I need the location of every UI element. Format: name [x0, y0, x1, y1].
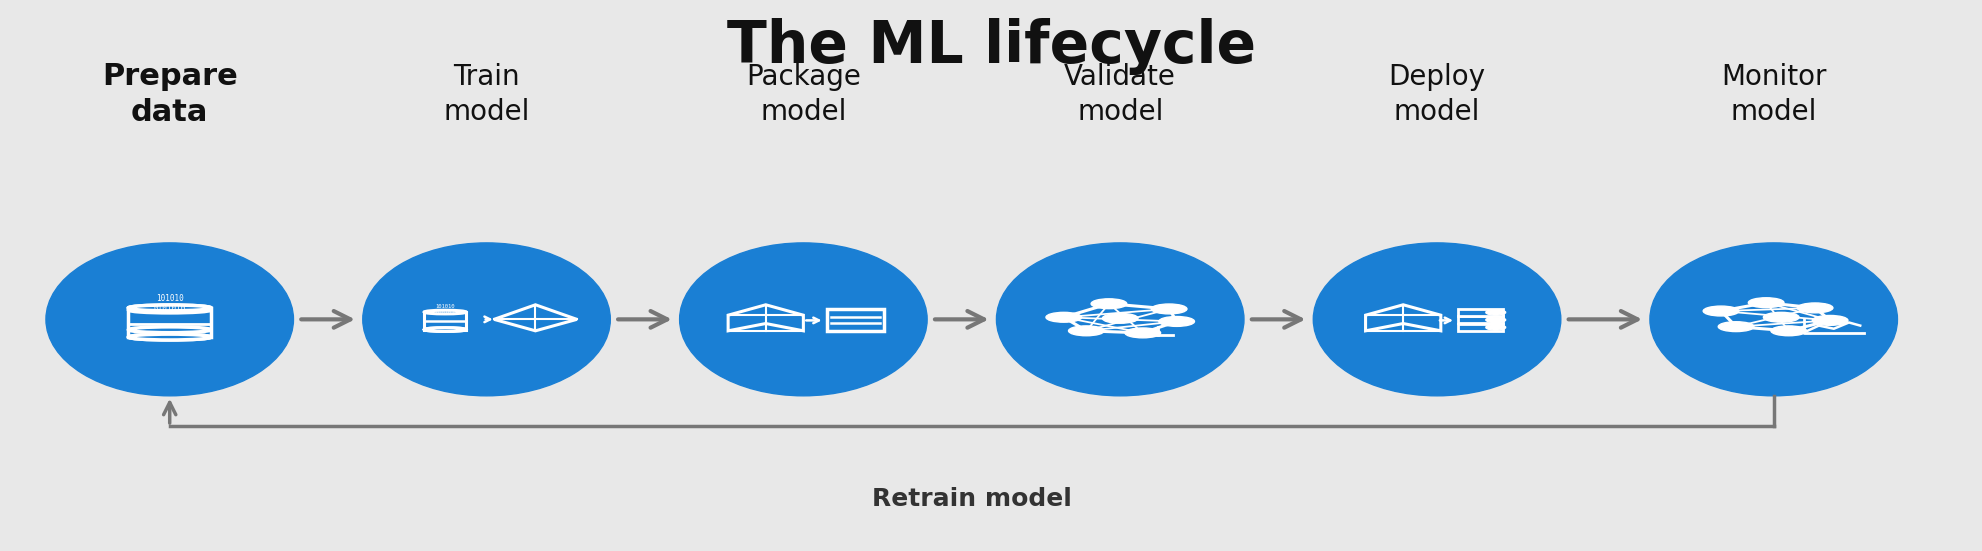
Circle shape	[1716, 322, 1752, 332]
Circle shape	[1703, 306, 1738, 316]
FancyBboxPatch shape	[129, 308, 210, 337]
Text: Validate
model: Validate model	[1064, 63, 1175, 126]
Circle shape	[1748, 298, 1784, 307]
Ellipse shape	[1649, 243, 1897, 396]
Text: Deploy
model: Deploy model	[1387, 63, 1485, 126]
Text: Prepare
data: Prepare data	[101, 62, 238, 127]
Circle shape	[1090, 299, 1126, 309]
Ellipse shape	[1312, 243, 1560, 396]
Ellipse shape	[995, 243, 1243, 396]
Circle shape	[1770, 326, 1806, 336]
FancyBboxPatch shape	[1457, 316, 1502, 323]
Circle shape	[1045, 312, 1080, 322]
Ellipse shape	[129, 305, 210, 311]
Circle shape	[1485, 317, 1504, 323]
Ellipse shape	[424, 310, 466, 314]
Circle shape	[1812, 316, 1847, 325]
FancyBboxPatch shape	[1457, 324, 1502, 331]
FancyBboxPatch shape	[1457, 309, 1502, 316]
Ellipse shape	[680, 243, 928, 396]
Text: Package
model: Package model	[745, 63, 860, 126]
Text: The ML lifecycle: The ML lifecycle	[727, 18, 1255, 75]
Circle shape	[1157, 316, 1193, 326]
Ellipse shape	[46, 243, 293, 396]
Ellipse shape	[363, 243, 610, 396]
Text: 101010
0101010: 101010 0101010	[153, 294, 186, 314]
Text: Train
model: Train model	[444, 63, 529, 126]
Circle shape	[1796, 303, 1831, 313]
Circle shape	[1124, 328, 1159, 338]
Circle shape	[1485, 310, 1504, 315]
Circle shape	[1068, 326, 1104, 336]
Ellipse shape	[129, 305, 210, 311]
Circle shape	[1102, 314, 1138, 323]
Ellipse shape	[424, 328, 466, 331]
Ellipse shape	[129, 307, 210, 313]
FancyBboxPatch shape	[826, 309, 884, 331]
Circle shape	[1762, 312, 1798, 322]
Ellipse shape	[129, 327, 210, 333]
Text: 101010
010101: 101010 010101	[436, 305, 454, 315]
Circle shape	[1152, 304, 1187, 314]
FancyBboxPatch shape	[424, 312, 466, 329]
Ellipse shape	[129, 334, 210, 340]
Text: Retrain model: Retrain model	[872, 487, 1070, 511]
Circle shape	[1485, 325, 1504, 330]
Text: Monitor
model: Monitor model	[1720, 63, 1825, 126]
Ellipse shape	[129, 334, 210, 340]
Ellipse shape	[424, 328, 466, 331]
